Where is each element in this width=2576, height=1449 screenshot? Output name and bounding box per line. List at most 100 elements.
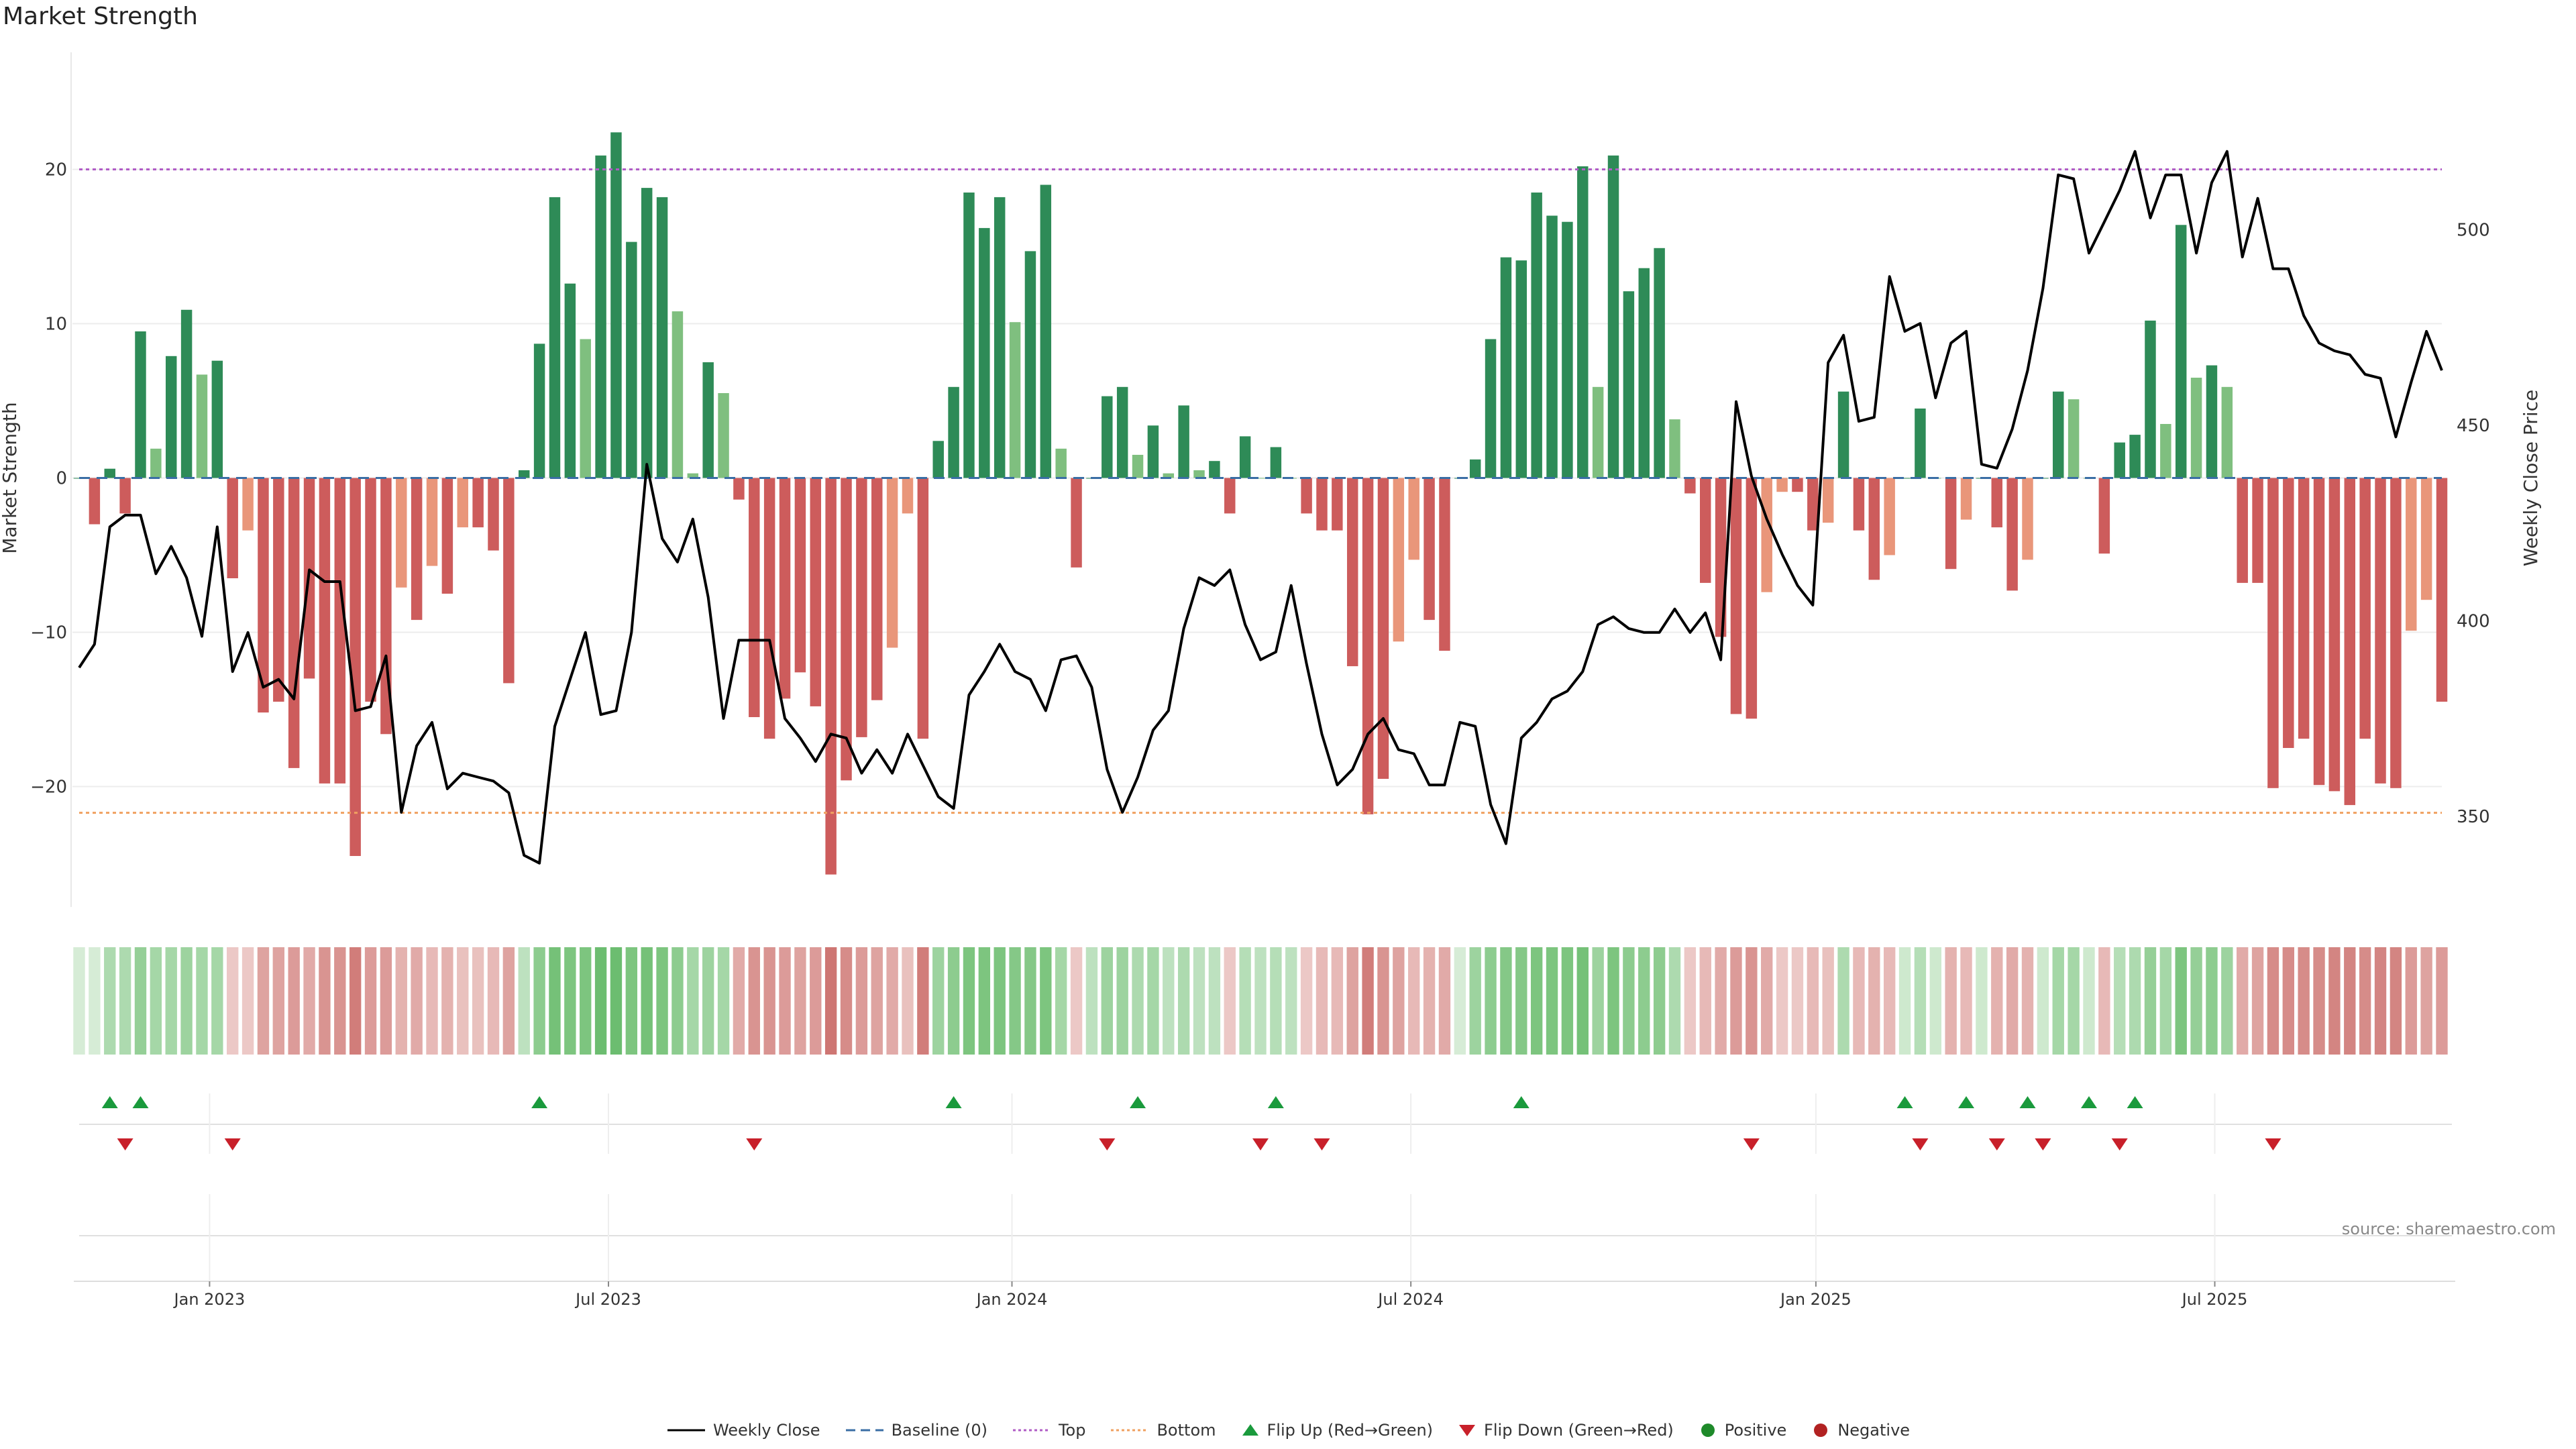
trend-band-cell [2159, 947, 2172, 1055]
strength-bar [1147, 425, 1159, 478]
trend-band-cell [380, 947, 392, 1055]
strength-bar [2206, 365, 2218, 478]
strength-bar [2406, 478, 2417, 631]
legend-label: Positive [1724, 1421, 1787, 1440]
trend-band-strip [73, 947, 2448, 1055]
trend-band-cell [2037, 947, 2049, 1055]
trend-band-cell [1469, 947, 1481, 1055]
trend-band-cell [1730, 947, 1742, 1055]
trend-band-cell [1239, 947, 1251, 1055]
strength-bar [2053, 391, 2064, 478]
strength-bar [1945, 478, 1957, 570]
trend-band-cell [641, 947, 653, 1055]
strength-bar [150, 448, 162, 478]
strength-bar [2175, 225, 2187, 478]
strength-bar [1239, 436, 1251, 478]
strength-bar [963, 193, 975, 478]
strength-bar [1884, 478, 1895, 555]
trend-band-cell [564, 947, 576, 1055]
trend-band-cell [1163, 947, 1175, 1055]
axes-layer: −20 −10 0 10 20 350 400 450 500 Market Strength We… [0, 52, 2542, 907]
trend-band-cell [1561, 947, 1574, 1055]
strength-bar [763, 478, 775, 739]
strength-bar [135, 331, 146, 478]
strength-bar [319, 478, 331, 784]
strength-bar [718, 393, 729, 478]
strength-bar [1700, 478, 1711, 583]
circle-red-icon [1811, 1422, 1831, 1438]
line-dotted-purple-icon [1012, 1424, 1052, 1437]
trend-band-cell [1377, 947, 1389, 1055]
strength-bar [380, 478, 392, 735]
strength-bar [886, 478, 898, 648]
strength-bar [288, 478, 300, 768]
flip-down-marker [224, 1138, 241, 1150]
trend-band-cell [1300, 947, 1313, 1055]
strength-bar [994, 197, 1006, 478]
trend-band-cell [1607, 947, 1619, 1055]
trend-band-cell [1040, 947, 1052, 1055]
legend-item: Bottom [1110, 1421, 1216, 1440]
strength-bar [1163, 473, 1175, 478]
trend-band-cell [2328, 947, 2341, 1055]
y2-tick-label: 500 [2457, 220, 2490, 240]
strength-bar [426, 478, 438, 566]
y2-tick-label: 450 [2457, 416, 2490, 436]
legend-item: Negative [1811, 1421, 1910, 1440]
strength-bar [1132, 455, 1144, 478]
trend-band-cell [1684, 947, 1697, 1055]
strength-bar [488, 478, 499, 551]
strength-bar [1024, 251, 1036, 478]
trend-band-cell [272, 947, 285, 1055]
strength-bar [503, 478, 515, 684]
x-tick-label: Jul 2024 [1377, 1290, 1444, 1309]
trend-band-cell [824, 947, 837, 1055]
flip-up-marker [101, 1096, 118, 1108]
strength-bar [1915, 409, 1926, 478]
strength-bar [841, 478, 852, 781]
trend-band-cell [1546, 947, 1558, 1055]
trend-band-cell [549, 947, 561, 1055]
trend-band-cell [886, 947, 898, 1055]
trend-band-cell [73, 947, 85, 1055]
trend-band-cell [1960, 947, 1972, 1055]
strength-bar [917, 478, 929, 739]
strength-bar [2390, 478, 2402, 788]
bars-layer [73, 132, 2448, 875]
strength-bar [1684, 478, 1696, 494]
trend-band-cell [211, 947, 223, 1055]
trend-band-cell [2144, 947, 2157, 1055]
trend-band-cell [2267, 947, 2279, 1055]
trend-band-cell [1009, 947, 1021, 1055]
strength-bar [932, 441, 944, 478]
trend-band-cell [1147, 947, 1159, 1055]
legend-label: Bottom [1157, 1421, 1216, 1440]
strength-bar [350, 478, 361, 856]
x-tick-label: Jan 2023 [173, 1290, 246, 1309]
trend-band-cell [518, 947, 530, 1055]
strength-bar [396, 478, 407, 588]
trend-band-cell [594, 947, 607, 1055]
y2-axis-label: Weekly Close Price [2520, 390, 2542, 566]
strength-bar [1792, 478, 1803, 492]
trend-band-cell [1408, 947, 1420, 1055]
lines-layer [78, 150, 2443, 865]
strength-bar [165, 356, 177, 478]
flip-up-marker [1513, 1096, 1529, 1108]
trend-band-cell [1055, 947, 1067, 1055]
trend-band-cell [1316, 947, 1328, 1055]
trend-band-cell [871, 947, 883, 1055]
legend-label: Baseline (0) [891, 1421, 987, 1440]
trend-band-cell [1224, 947, 1236, 1055]
strength-bar [1577, 166, 1589, 478]
trend-band-cell [2206, 947, 2218, 1055]
strength-bar [1807, 478, 1819, 531]
legend-label: Flip Up (Red→Green) [1267, 1421, 1434, 1440]
strength-bar [2129, 435, 2141, 478]
x-tick-label: Jul 2023 [574, 1290, 641, 1309]
legend: Weekly Close Baseline (0) Top Bottom Flip Up… [0, 1421, 2576, 1440]
strength-bar [1009, 322, 1021, 478]
flip-up-marker [2127, 1096, 2143, 1108]
strength-bar [1485, 339, 1497, 478]
trend-band-cell [2006, 947, 2019, 1055]
